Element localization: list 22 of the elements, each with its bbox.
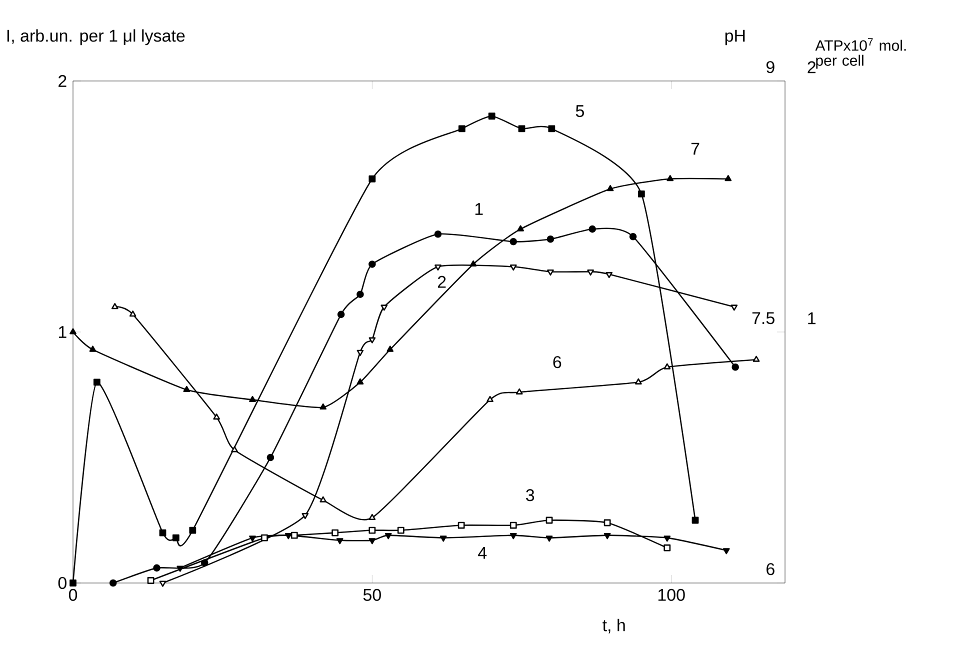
series-label: 4 [478, 547, 487, 559]
series-label: 3 [526, 489, 534, 502]
series-label: 2 [438, 276, 446, 288]
series-label: 6 [553, 356, 562, 368]
series-label: 5 [576, 105, 584, 118]
y2-tick-label: 6 [766, 563, 774, 576]
x-tick-label: 0 [68, 588, 78, 601]
y-tick-label: 1 [58, 326, 66, 338]
x-axis-title: t, h [602, 618, 625, 634]
x-tick-label: 50 [363, 588, 381, 601]
series-label: 7 [691, 142, 700, 155]
y-axis-title: I, arb.un. per 1 μl lysate [7, 29, 185, 46]
x-tick-label: 100 [658, 588, 685, 601]
y3-axis-title: ATPx10$^{7}$ mol. per cell [815, 38, 906, 69]
y3-tick-label: 1 [808, 312, 816, 324]
y3-tick-label: 2 [808, 61, 816, 74]
y2-tick-label: 7.5 [752, 312, 774, 324]
y-tick-label: 2 [58, 75, 66, 87]
y-tick-label: 0 [58, 576, 66, 590]
y2-axis-title: pH [725, 30, 745, 46]
y2-tick-label: 9 [766, 61, 774, 74]
series-label: 1 [475, 203, 483, 215]
